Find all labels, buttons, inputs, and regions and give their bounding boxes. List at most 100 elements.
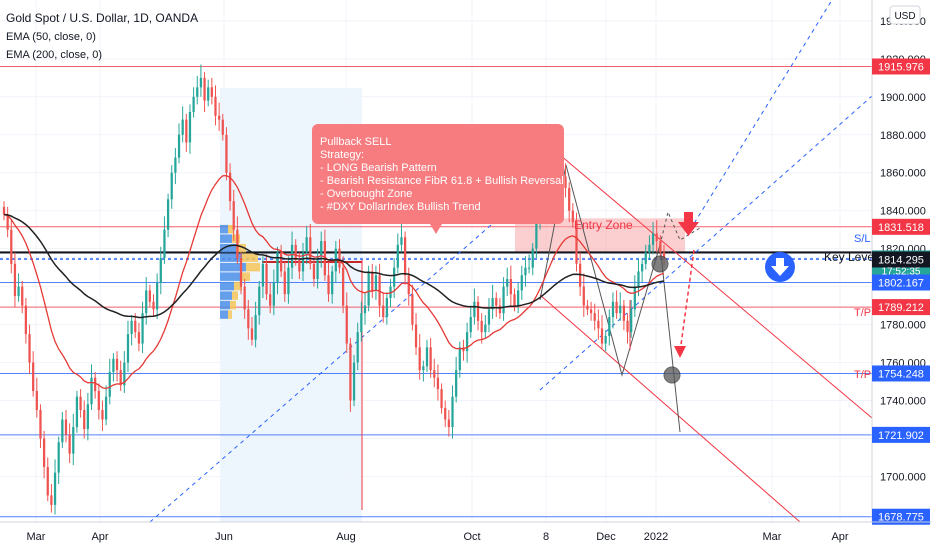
tp-label: T/P (854, 369, 871, 381)
candle-body (13, 263, 17, 297)
price-label-bg (872, 274, 930, 291)
indicator-ema200[interactable]: EMA (200, close, 0) (6, 49, 102, 61)
candle-body (312, 263, 316, 280)
candle-body (411, 294, 414, 325)
channel-line (149, 164, 561, 523)
x-tick-label: Aug (336, 531, 356, 543)
candle-body (86, 404, 89, 429)
price-label: 1678.775 (872, 508, 930, 525)
candle-body (568, 187, 571, 211)
candle-body (484, 324, 487, 333)
candle-body (221, 119, 224, 135)
candle-body (393, 267, 396, 287)
x-tick-label: Apr (831, 531, 848, 543)
candle-body (509, 279, 512, 295)
currency-button[interactable] (889, 5, 921, 25)
candle-body (210, 87, 213, 97)
candle-body (279, 252, 283, 272)
candle-body (24, 305, 28, 335)
candle-body (400, 237, 403, 245)
candle-body (166, 199, 170, 230)
candle-body (637, 271, 640, 287)
volume-profile-bar (232, 291, 238, 300)
candle-body (418, 347, 421, 371)
candle-body (407, 275, 410, 295)
candle-body (287, 267, 290, 295)
candle-body (582, 286, 585, 306)
price-label-text: 1814.295 (878, 254, 924, 266)
candle-body (502, 286, 505, 314)
candle-body (429, 347, 432, 371)
channel-line (539, 95, 873, 391)
candle-body (444, 408, 447, 420)
price-label: 1802.167 (872, 274, 930, 291)
candle-body (137, 332, 141, 344)
candle-body (115, 358, 119, 371)
candle-body (309, 237, 312, 264)
candle-body (615, 301, 618, 314)
candle-body (265, 263, 268, 295)
candle-body (469, 316, 472, 333)
candle-body (640, 263, 644, 272)
red-down-arrow-icon (678, 212, 699, 236)
candle-body (17, 286, 20, 297)
candle-body (433, 370, 436, 378)
price-label-bg (872, 426, 930, 443)
candle-body (239, 258, 243, 287)
volume-profile-bar (232, 234, 240, 243)
price-labels: 1915.9761831.5181814.85017:52:351814.295… (872, 58, 930, 525)
candle-body (39, 410, 42, 439)
candle-body (367, 271, 370, 306)
candle-body (236, 229, 239, 259)
x-tick-label: Oct (463, 531, 480, 543)
candle-body (276, 252, 279, 283)
candle-body (294, 244, 297, 261)
candles-layer (2, 64, 666, 515)
candle-body (593, 313, 596, 321)
time-axis[interactable] (0, 522, 872, 550)
ema-layer (3, 174, 665, 390)
candle-body (535, 218, 538, 249)
channel-line (689, 0, 833, 231)
target-marker-circle (663, 366, 681, 384)
candle-body (338, 248, 341, 268)
candle-body (455, 370, 458, 397)
candle-body (199, 77, 203, 88)
candle-body (130, 320, 133, 335)
indicator-ema50[interactable]: EMA (50, close, 0) (6, 31, 96, 43)
annotation-note[interactable]: Pullback SELL Strategy: - LONG Bearish P… (312, 124, 564, 234)
volume-profile-bar (228, 224, 234, 234)
candle-body (465, 332, 469, 352)
candle-body (648, 244, 651, 253)
candle-body (269, 294, 272, 306)
candle-body (651, 233, 655, 245)
candle-body (6, 214, 9, 230)
candle-body (75, 396, 79, 428)
volume-profile-bar (220, 224, 228, 234)
candle-body (250, 328, 254, 340)
candle-body (2, 206, 6, 215)
volume-profile-bar (220, 234, 232, 243)
candle-body (385, 298, 389, 317)
candle-body (626, 320, 629, 333)
x-tick-label: Mar (763, 531, 782, 543)
candle-body (473, 301, 476, 317)
overlay-layer (651, 255, 681, 384)
y-tick-label: 1740.000 (880, 396, 926, 408)
x-tick-label: Jun (215, 531, 233, 543)
candle-body (320, 241, 323, 257)
candle-body (524, 267, 527, 276)
down-arrow-circle-icon[interactable] (765, 252, 795, 282)
price-label-text: 1831.518 (878, 222, 924, 234)
candle-body (517, 290, 520, 306)
volume-profile-bar (230, 300, 236, 310)
candle-body (327, 275, 330, 295)
note-line: Strategy: (320, 149, 364, 161)
volume-profile-bar (220, 291, 232, 300)
candle-body (21, 286, 24, 306)
candle-body (604, 335, 607, 344)
candle-body (112, 358, 115, 373)
candle-body (498, 305, 502, 314)
note-line: - Bearish Resistance FibR 61.8 + Bullish… (320, 175, 564, 187)
